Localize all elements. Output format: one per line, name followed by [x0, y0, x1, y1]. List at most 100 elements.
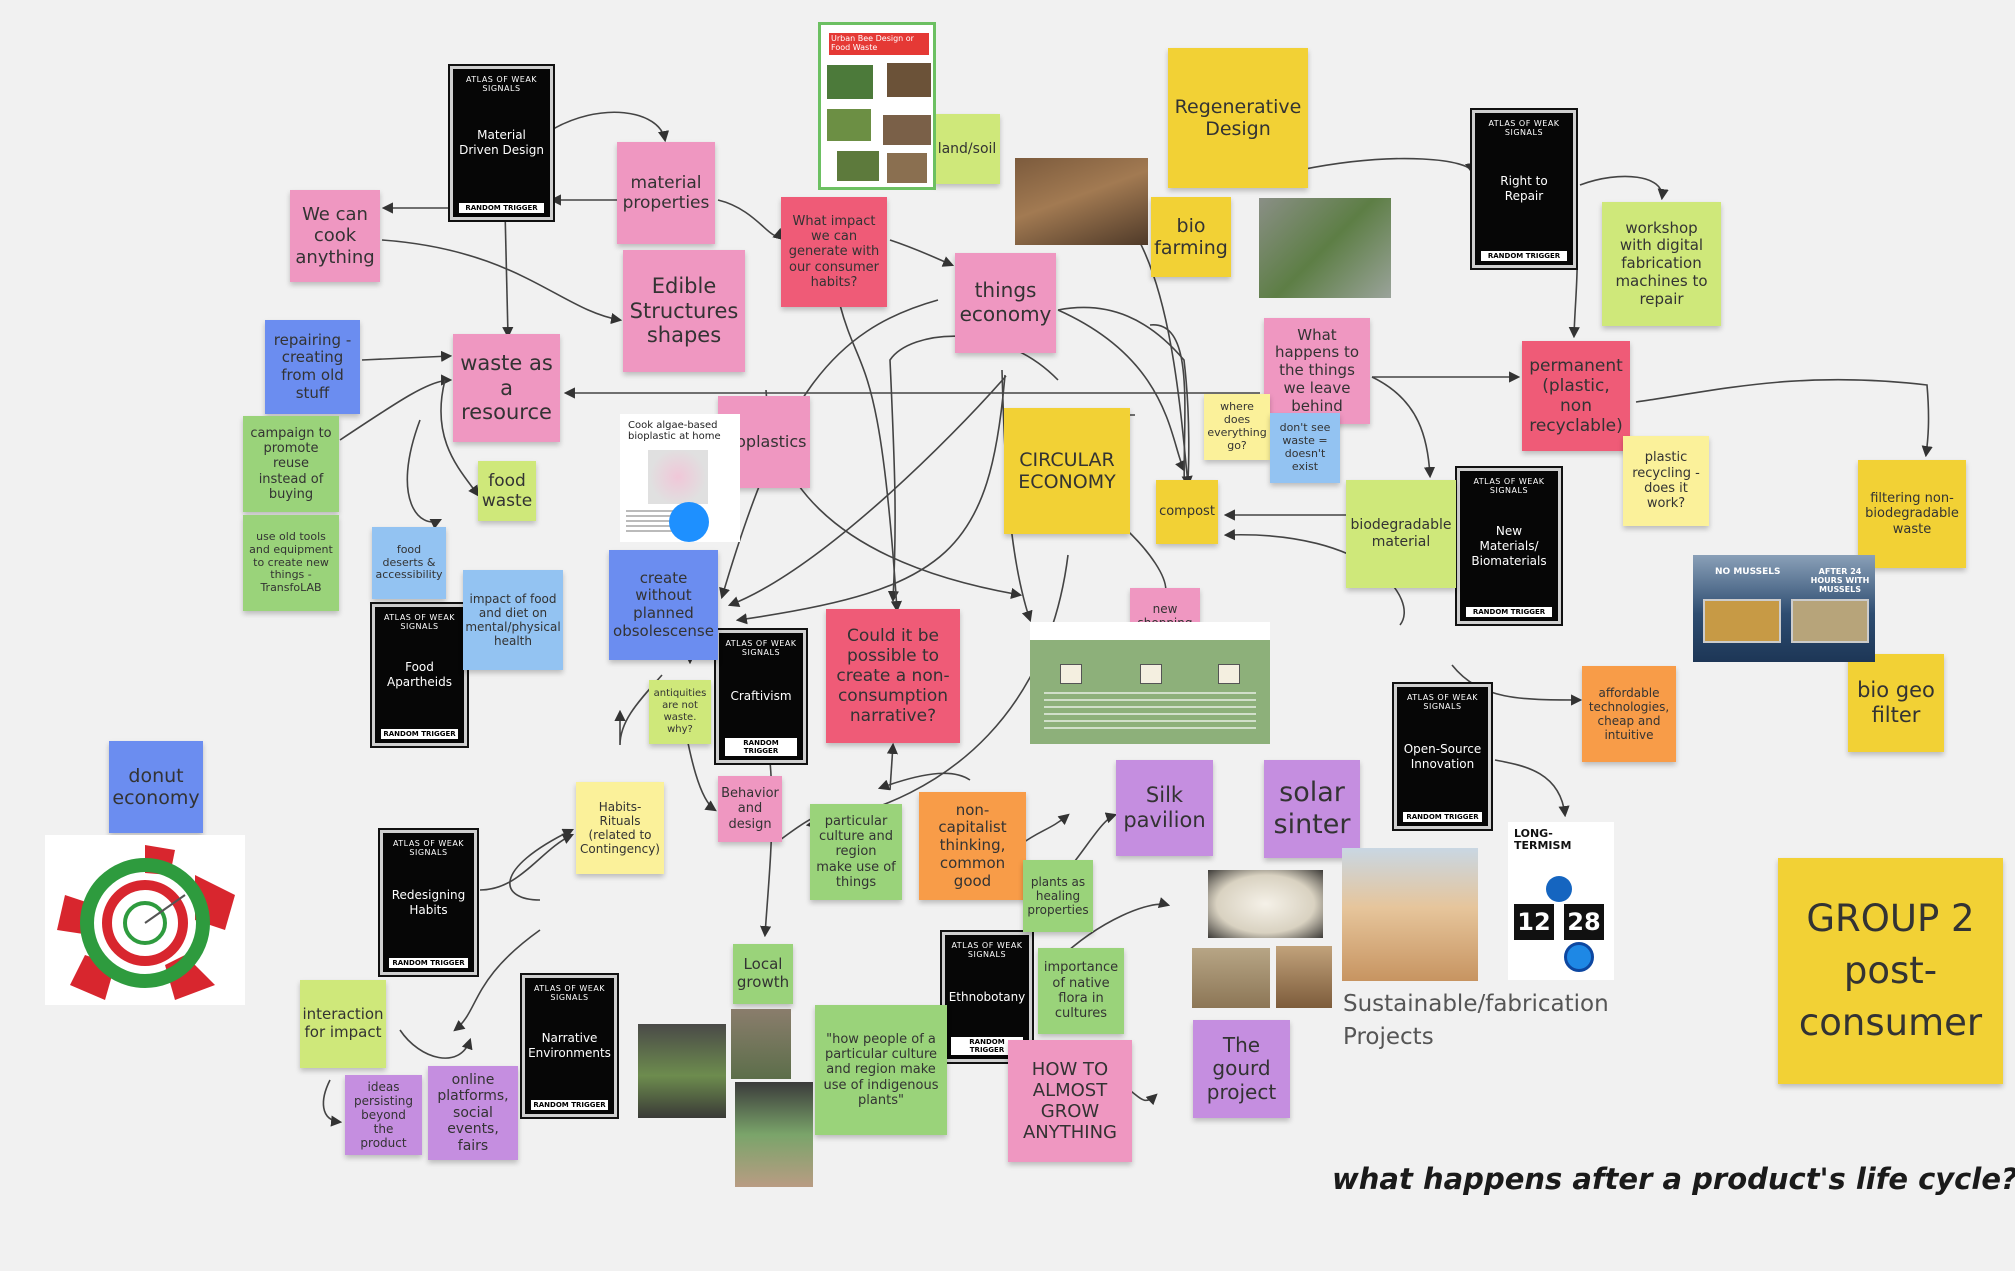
connector: [509, 828, 575, 901]
note-online-platforms[interactable]: online platforms, social events, fairs: [428, 1066, 518, 1160]
shopping-solutions-screenshot[interactable]: [1030, 622, 1270, 744]
atlas-card-redesigning-habits[interactable]: ATLAS OF WEAK SIGNALS Redesigning Habits…: [378, 828, 479, 977]
photo-hand-jar[interactable]: [735, 1082, 813, 1187]
photo-silk-sculpture[interactable]: [1208, 870, 1323, 938]
note-edible-structures[interactable]: Edible Structures shapes: [623, 250, 745, 372]
card-header: ATLAS OF WEAK SIGNALS: [465, 75, 538, 93]
note-local-growth[interactable]: Local growth: [733, 944, 793, 1004]
note-behavior-design[interactable]: Behavior and design: [718, 776, 782, 842]
note-donut-economy[interactable]: donut economy: [109, 741, 203, 833]
screenshot-header: [1030, 622, 1270, 640]
connector: [479, 833, 575, 891]
photo-gourd-vessel-2[interactable]: [1276, 946, 1332, 1008]
note-group-2[interactable]: GROUP 2 post-consumer: [1778, 858, 2003, 1084]
note-how-to-grow[interactable]: HOW TO ALMOST GROW ANYTHING: [1008, 1040, 1132, 1162]
mussels-comparison-image[interactable]: NO MUSSELS AFTER 24 HOURS WITH MUSSELS: [1693, 555, 1875, 662]
atlas-card-food-apartheids[interactable]: ATLAS OF WEAK SIGNALS Food Apartheids RA…: [370, 602, 469, 748]
photo-plant-jar[interactable]: [638, 1024, 726, 1118]
connector: [1371, 376, 1436, 479]
card-footer: RANDOM TRIGGER: [951, 1037, 1023, 1055]
atlas-card-open-source[interactable]: ATLAS OF WEAK SIGNALS Open-Source Innova…: [1392, 682, 1493, 831]
screenshot-icon: [1218, 664, 1240, 684]
note-particular-culture[interactable]: particular culture and region make use o…: [810, 804, 902, 900]
photo-growing-setup[interactable]: [731, 1009, 791, 1079]
connector: [399, 1029, 473, 1059]
note-ideas-persisting[interactable]: ideas persisting beyond the product: [345, 1075, 422, 1155]
donut-economy-diagram[interactable]: [45, 835, 245, 1005]
atlas-card-right-to-repair[interactable]: ATLAS OF WEAK SIGNALS Right to Repair RA…: [1470, 108, 1578, 270]
poster-photo: [827, 65, 873, 99]
photo-solar-sinter-desert[interactable]: [1342, 848, 1478, 981]
note-dont-see-waste[interactable]: don't see waste = doesn't exist: [1270, 413, 1340, 483]
atlas-card-material-driven-design[interactable]: ATLAS OF WEAK SIGNALS Material Driven De…: [448, 64, 555, 222]
note-where-does[interactable]: where does everything go?: [1204, 394, 1270, 460]
atlas-card-new-materials[interactable]: ATLAS OF WEAK SIGNALS New Materials/ Bio…: [1455, 466, 1563, 626]
note-things-economy[interactable]: things economy: [955, 253, 1056, 353]
card-title: New Materials/ Biomaterials: [1471, 523, 1547, 568]
note-repairing[interactable]: repairing - creating from old stuff: [265, 320, 360, 414]
clock-minutes: 28: [1564, 904, 1604, 940]
card-header: ATLAS OF WEAK SIGNALS: [1473, 477, 1545, 495]
card-footer: RANDOM TRIGGER: [531, 1100, 608, 1110]
connector: [1299, 157, 1476, 175]
card-header: ATLAS OF WEAK SIGNALS: [951, 941, 1023, 959]
note-impact-food[interactable]: impact of food and diet on mental/physic…: [463, 570, 563, 670]
note-land-soil[interactable]: land/soil: [934, 114, 1000, 184]
note-campaign-reuse[interactable]: campaign to promote reuse instead of buy…: [243, 416, 339, 512]
atlas-card-ethnobotany[interactable]: ATLAS OF WEAK SIGNALS Ethnobotany RANDOM…: [940, 930, 1034, 1064]
note-workshop-repair[interactable]: workshop with digital fabrication machin…: [1602, 202, 1721, 326]
poster-photo: [827, 109, 871, 141]
poster-title: Urban Bee Design or Food Waste: [829, 33, 929, 55]
note-non-capitalist[interactable]: non-capitalist thinking, common good: [919, 792, 1026, 900]
note-we-can-cook[interactable]: We can cook anything: [290, 190, 380, 282]
card-header: ATLAS OF WEAK SIGNALS: [383, 613, 456, 631]
card-header: ATLAS OF WEAK SIGNALS: [1406, 693, 1479, 711]
note-biodegradable[interactable]: biodegradable material: [1346, 480, 1456, 588]
note-waste-as-resource[interactable]: waste as a resource: [453, 334, 560, 442]
clock-globe-icon: [1546, 876, 1572, 902]
note-solar-sinter[interactable]: solar sinter: [1264, 760, 1360, 858]
note-material-properties[interactable]: material properties: [617, 142, 715, 244]
note-food-waste[interactable]: food waste: [478, 461, 536, 521]
photo-gourd-vessel-1[interactable]: [1192, 948, 1270, 1008]
note-circular-economy[interactable]: CIRCULAR ECONOMY: [1004, 408, 1130, 534]
note-how-people[interactable]: "how people of a particular culture and …: [815, 1005, 947, 1135]
connector: [1019, 813, 1070, 846]
note-bio-geo-filter[interactable]: bio geo filter: [1848, 654, 1944, 752]
note-what-impact[interactable]: What impact we can generate with our con…: [781, 197, 887, 307]
connector: [361, 350, 453, 363]
note-plastic-recycling[interactable]: plastic recycling - does it work?: [1623, 436, 1709, 526]
note-create-without[interactable]: create without planned obsolescense: [609, 550, 718, 660]
poster-image[interactable]: Urban Bee Design or Food Waste: [818, 22, 936, 190]
note-gourd-project[interactable]: The gourd project: [1193, 1020, 1290, 1118]
note-antiquities[interactable]: antiquities are not waste. why?: [649, 680, 711, 744]
long-termism-clock-image[interactable]: LONG-TERMISM 12 28: [1508, 822, 1614, 980]
note-regenerative-design[interactable]: Regenerative Design: [1168, 48, 1308, 188]
connector: [381, 239, 623, 325]
screenshot-icon: [1060, 664, 1082, 684]
cursor-dot[interactable]: [669, 502, 709, 542]
note-habits-rituals[interactable]: Habits-Rituals (related to Contingency): [576, 782, 664, 874]
note-could-it-be[interactable]: Could it be possible to create a non-con…: [826, 609, 960, 743]
card-header: ATLAS OF WEAK SIGNALS: [1488, 119, 1560, 137]
note-what-happens[interactable]: What happens to the things we leave behi…: [1264, 318, 1370, 424]
note-interaction-impact[interactable]: interaction for impact: [300, 980, 386, 1068]
photo-soil-crate[interactable]: [1015, 158, 1148, 245]
note-compost[interactable]: compost: [1156, 480, 1218, 544]
poster-photo: [887, 63, 931, 97]
note-plants-healing[interactable]: plants as healing properties: [1023, 860, 1093, 932]
note-affordable[interactable]: affordable technologies, cheap and intui…: [1582, 666, 1676, 762]
connector: [889, 239, 955, 267]
note-food-deserts[interactable]: food deserts & accessibility: [372, 527, 446, 599]
atlas-card-narrative-environments[interactable]: ATLAS OF WEAK SIGNALS Narrative Environm…: [520, 973, 619, 1119]
note-old-tools[interactable]: use old tools and equipment to create ne…: [243, 515, 339, 611]
note-filtering[interactable]: filtering non-biodegradable waste: [1858, 460, 1966, 568]
atlas-card-craftivism[interactable]: ATLAS OF WEAK SIGNALS Craftivism RANDOM …: [714, 628, 808, 765]
note-permanent[interactable]: permanent (plastic, non recyclable): [1522, 341, 1630, 451]
note-bio-farming[interactable]: bio farming: [1151, 197, 1231, 277]
photo-plant-tray[interactable]: [1259, 198, 1391, 298]
note-silk-pavilion[interactable]: Silk pavilion: [1116, 760, 1213, 856]
card-footer: RANDOM TRIGGER: [389, 958, 468, 968]
note-importance-flora[interactable]: importance of native flora in cultures: [1038, 948, 1124, 1034]
